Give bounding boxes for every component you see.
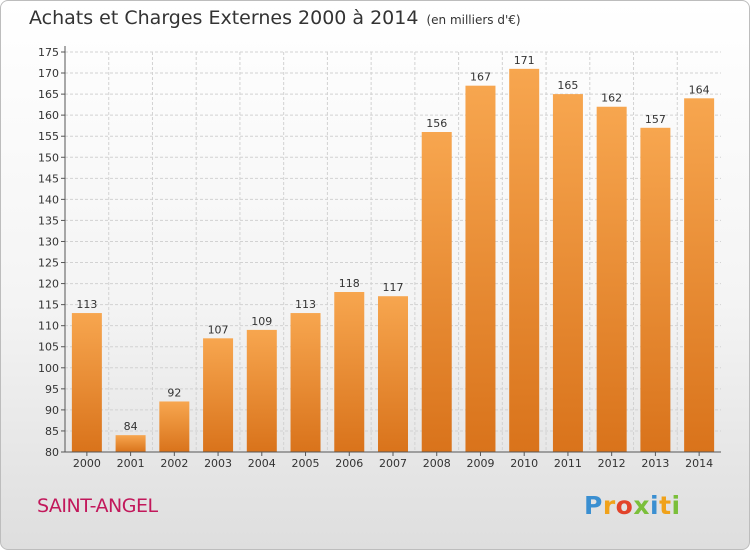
x-tick-label: 2001 xyxy=(117,457,145,470)
data-label: 164 xyxy=(689,83,710,96)
proxiti-logo[interactable]: Proxiti xyxy=(584,491,681,520)
data-label: 109 xyxy=(251,315,272,328)
data-label: 113 xyxy=(76,298,97,311)
bar xyxy=(465,85,496,453)
y-tick-label: 130 xyxy=(38,235,59,248)
axes: 80 85 90 95 100 105 110 115 120 125 130 135 140 145 15… xyxy=(38,46,721,470)
x-tick-label: 2007 xyxy=(379,457,407,470)
y-tick-label: 90 xyxy=(45,404,59,417)
y-tick-label: 135 xyxy=(38,214,59,227)
y-tick-label: 165 xyxy=(38,88,59,101)
x-tick-label: 2008 xyxy=(423,457,451,470)
logo-letter: t xyxy=(659,491,672,520)
y-tick-label: 120 xyxy=(38,278,59,291)
x-tick-label: 2014 xyxy=(685,457,713,470)
data-label: 167 xyxy=(470,71,491,84)
bar xyxy=(552,94,583,453)
y-tick-label: 80 xyxy=(45,446,59,459)
y-tick-label: 170 xyxy=(38,67,59,80)
y-tick-label: 140 xyxy=(38,193,59,206)
bar xyxy=(290,313,321,452)
logo-letter: o xyxy=(615,491,634,520)
x-tick-label: 2005 xyxy=(292,457,320,470)
x-tick-label: 2000 xyxy=(73,457,101,470)
y-tick-label: 125 xyxy=(38,257,59,270)
data-label: 107 xyxy=(208,323,229,336)
bar xyxy=(159,401,190,452)
data-label: 171 xyxy=(514,54,535,67)
data-label: 118 xyxy=(339,277,360,290)
bar xyxy=(334,292,365,452)
y-tick-label: 85 xyxy=(45,425,59,438)
data-label: 92 xyxy=(167,386,181,399)
y-tick-label: 175 xyxy=(38,46,59,59)
bar xyxy=(203,338,234,452)
x-tick-label: 2013 xyxy=(641,457,669,470)
bar xyxy=(115,435,146,452)
data-label: 84 xyxy=(124,420,138,433)
chart-title-text: Achats et Charges Externes 2000 à 2014 xyxy=(29,7,419,29)
y-tick-label: 110 xyxy=(38,320,59,333)
y-tick-label: 145 xyxy=(38,172,59,185)
data-label: 157 xyxy=(645,113,666,126)
bar xyxy=(71,313,102,452)
y-tick-label: 155 xyxy=(38,130,59,143)
x-tick-label: 2011 xyxy=(554,457,582,470)
logo-letter: P xyxy=(584,491,603,520)
y-tick-label: 160 xyxy=(38,109,59,122)
bar xyxy=(378,296,408,452)
commune-name: SAINT-ANGEL xyxy=(37,495,158,517)
y-tick-label: 150 xyxy=(38,151,59,164)
bar xyxy=(640,127,671,452)
y-tick-label: 100 xyxy=(38,362,59,375)
data-label: 162 xyxy=(601,92,622,105)
bar xyxy=(509,68,540,452)
bar xyxy=(684,98,715,452)
logo-letter: x xyxy=(633,491,650,520)
y-tick-label: 115 xyxy=(38,299,59,312)
bars-group xyxy=(71,68,715,453)
x-tick-label: 2010 xyxy=(510,457,538,470)
logo-letter: r xyxy=(602,491,616,520)
data-label: 165 xyxy=(557,79,578,92)
x-tick-label: 2003 xyxy=(204,457,232,470)
x-tick-label: 2004 xyxy=(248,457,276,470)
chart-title: Achats et Charges Externes 2000 à 2014 (e… xyxy=(29,7,521,29)
x-tick-label: 2012 xyxy=(598,457,626,470)
chart-subtitle: (en milliers d'€) xyxy=(426,13,521,27)
data-label: 113 xyxy=(295,298,316,311)
bar xyxy=(246,329,277,452)
x-tick-label: 2006 xyxy=(335,457,363,470)
data-label: 117 xyxy=(383,281,404,294)
labels-group: 113 84 92 107 109 113 118 117 156 167 171 165 162 157… xyxy=(76,54,709,433)
y-tick-label: 95 xyxy=(45,383,59,396)
x-tick-label: 2009 xyxy=(466,457,494,470)
x-tick-label: 2002 xyxy=(160,457,188,470)
logo-letter: i xyxy=(650,491,660,520)
bar xyxy=(596,106,627,452)
logo-letter: i xyxy=(671,491,681,520)
y-tick-label: 105 xyxy=(38,341,59,354)
bar xyxy=(421,132,452,452)
data-label: 156 xyxy=(426,117,447,130)
